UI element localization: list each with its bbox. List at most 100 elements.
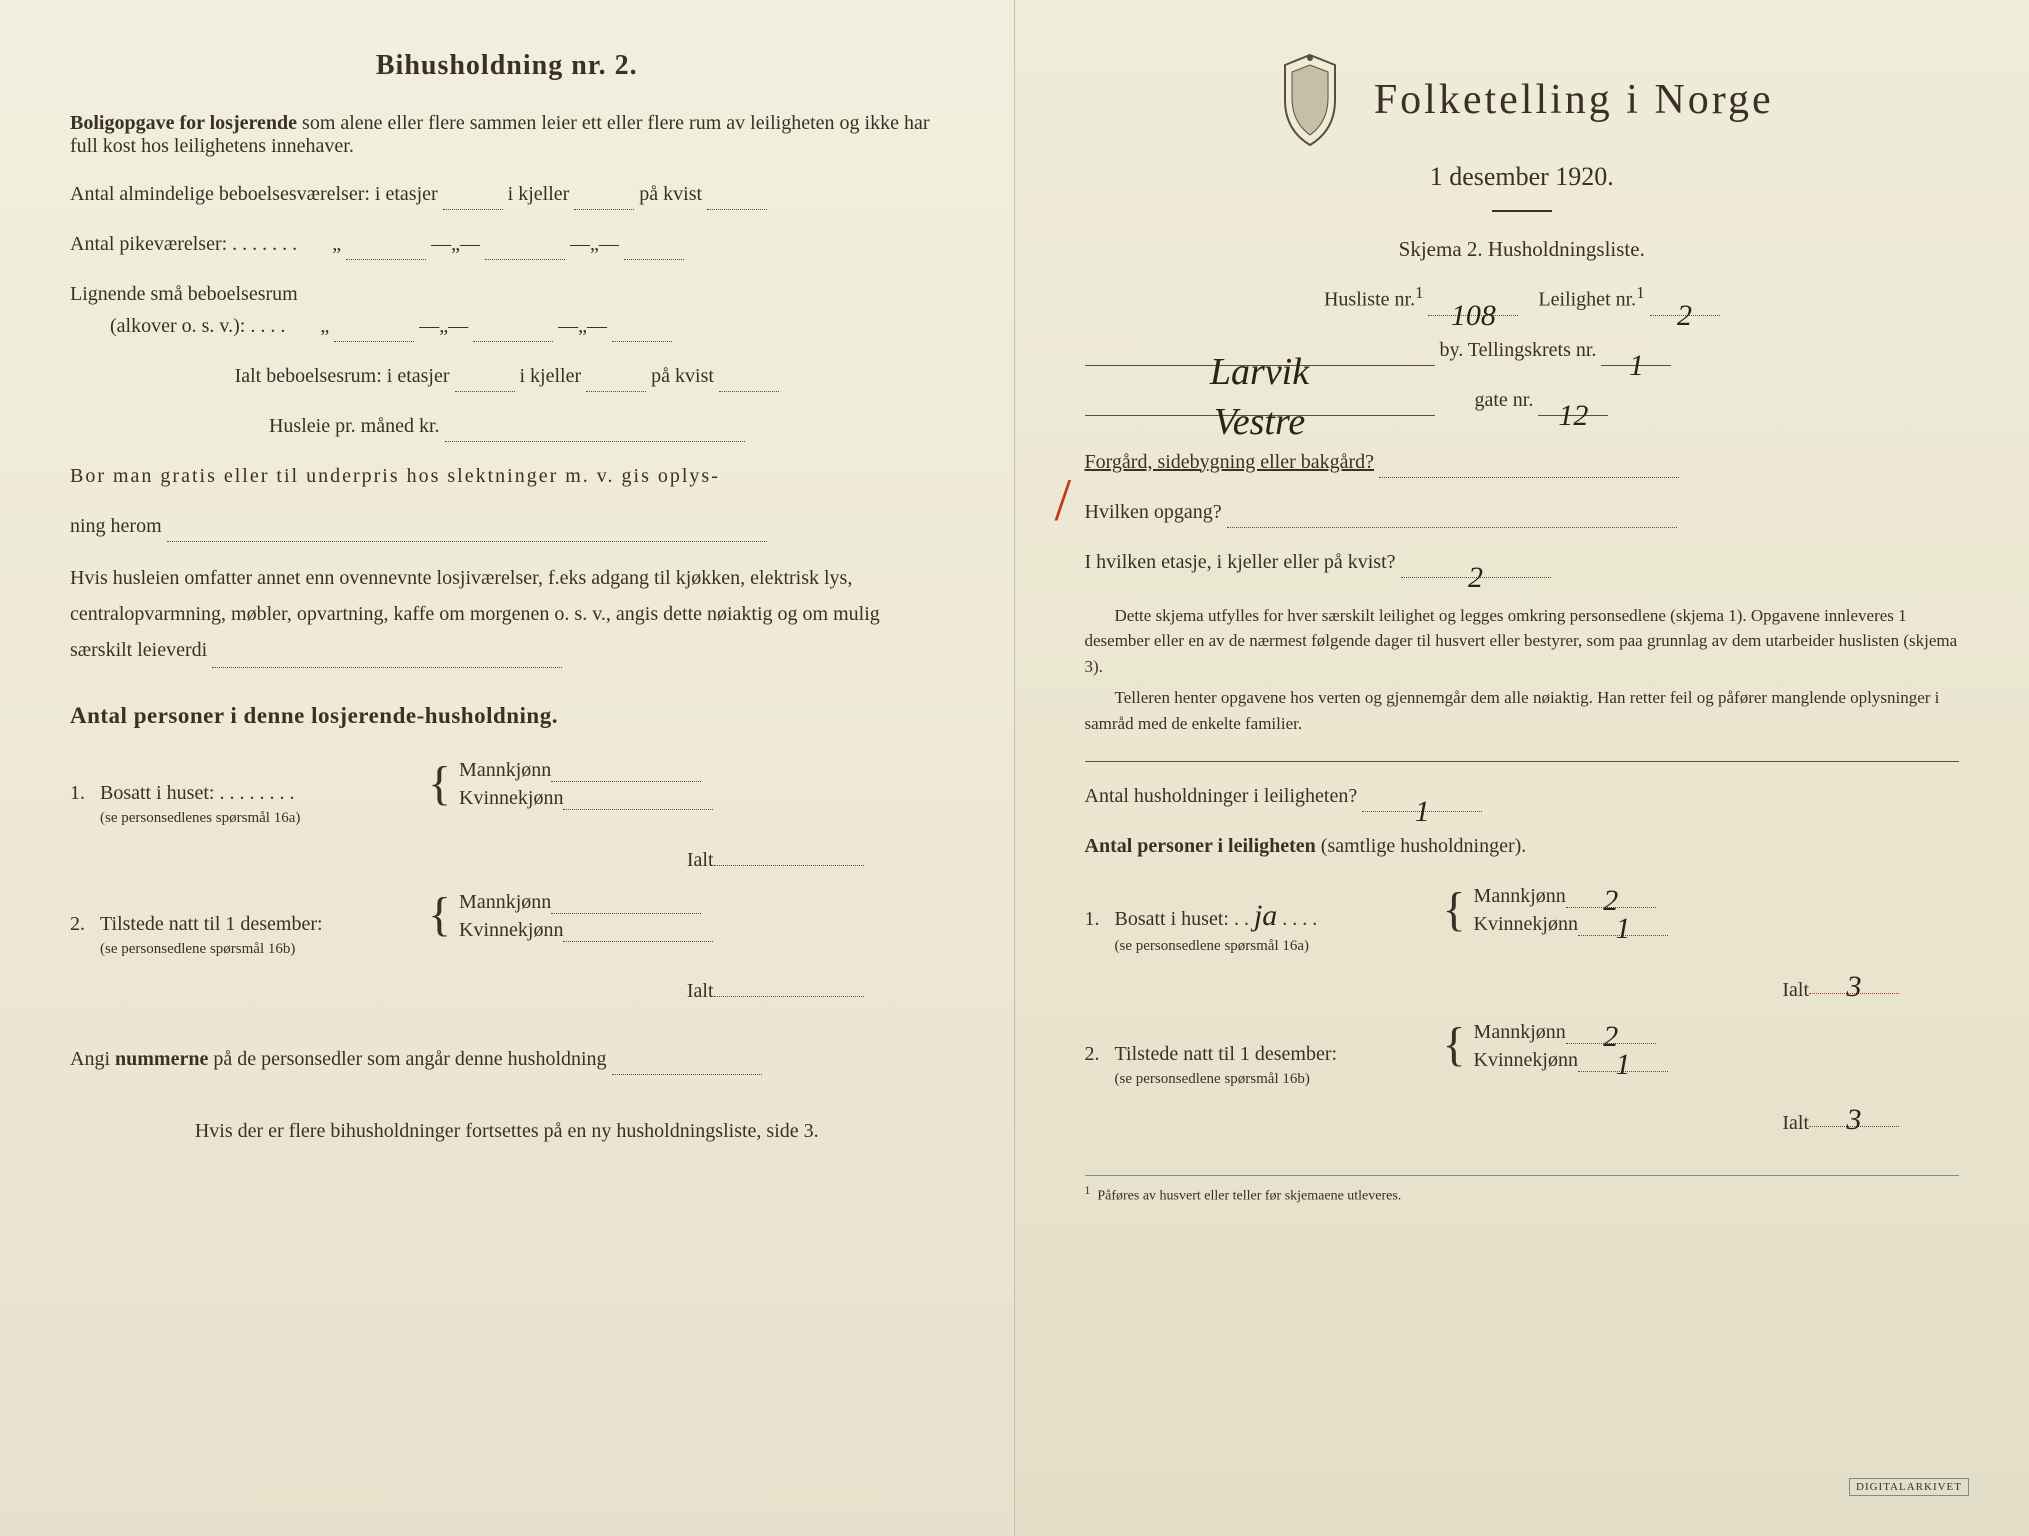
main-title: Folketelling i Norge xyxy=(1374,76,1774,124)
label-kvinne: Kvinnekjønn xyxy=(459,787,563,809)
blank xyxy=(551,890,701,914)
r-label-ialt: Ialt xyxy=(1782,979,1809,1002)
red-mark-icon: / xyxy=(1055,466,1072,535)
forgard-row: Forgård, sidebygning eller bakgård? xyxy=(1085,446,1960,478)
hand-kvinne2: 1 xyxy=(1615,1048,1630,1081)
stamp: DIGITALARKIVET xyxy=(1849,1478,1969,1496)
r-brace-2: { Mannkjønn2 Kvinnekjønn1 xyxy=(1435,1016,1668,1076)
blank xyxy=(719,368,779,392)
antal-hush-row: Antal husholdninger i leiligheten? 1 xyxy=(1085,780,1960,812)
label-ialt: Ialt xyxy=(687,849,714,872)
blank xyxy=(346,236,426,260)
instr2: Telleren henter opgavene hos verten og g… xyxy=(1085,685,1960,736)
bracket-icon: { xyxy=(428,895,451,936)
blank xyxy=(167,518,767,542)
bracket-icon: { xyxy=(428,764,451,805)
footnote-num: 1 xyxy=(1085,1184,1091,1197)
label-lignende2: (alkover o. s. v.): . . . . xyxy=(110,315,285,337)
by-row: Larvik by. Tellingskrets nr. 1 xyxy=(1085,334,1960,366)
label-antal-hush: Antal husholdninger i leiligheten? xyxy=(1085,785,1358,807)
label-etasje: I hvilken etasje, i kjeller eller på kvi… xyxy=(1085,551,1396,573)
blank xyxy=(551,758,701,782)
label-lignende1: Lignende små beboelsesrum xyxy=(70,278,944,310)
footnote-text: Påføres av husvert eller teller før skje… xyxy=(1097,1189,1401,1204)
num-2: 2. xyxy=(70,913,100,936)
sup: 1 xyxy=(1636,283,1644,302)
gate-val: Vestre xyxy=(1085,392,1435,416)
footnote: 1 Påføres av husvert eller teller før sk… xyxy=(1085,1175,1960,1205)
blank xyxy=(485,236,565,260)
bracket-icon: { xyxy=(1443,1025,1466,1066)
label-gratis: Bor man gratis eller til underpris hos s… xyxy=(70,465,720,487)
row-ialt1: Ialt xyxy=(70,842,864,872)
label-by: by. Tellingskrets nr. xyxy=(1440,339,1597,361)
brace-2: { Mannkjønn Kvinnekjønn xyxy=(420,886,713,946)
divider2 xyxy=(1085,761,1960,762)
row-alm: Antal almindelige beboelsesværelser: i e… xyxy=(70,178,944,210)
blank xyxy=(443,186,503,210)
blank xyxy=(455,368,515,392)
row-angi: Angi nummerne på de personsedler som ang… xyxy=(70,1043,944,1075)
label-alm: Antal almindelige beboelsesværelser: i e… xyxy=(70,183,438,205)
hand-gate: Vestre xyxy=(1214,401,1305,443)
label-pike: Antal pikeværelser: . . . . . . . xyxy=(70,233,297,255)
left-page: Bihusholdning nr. 2. Boligopgave for los… xyxy=(0,0,1015,1536)
hand-krets: 1 xyxy=(1629,349,1644,382)
bracket-icon: { xyxy=(1443,890,1466,931)
r-brace-content-2: Mannkjønn2 Kvinnekjønn1 xyxy=(1474,1016,1668,1076)
date-line: 1 desember 1920. xyxy=(1085,162,1960,192)
r-brace-1: { Mannkjønn2 Kvinnekjønn1 xyxy=(1435,880,1668,940)
label-ialt-bebo: Ialt beboelsesrum: i etasjer xyxy=(235,365,450,387)
hand-gatenr: 12 xyxy=(1558,399,1588,432)
r-bosatt-row: 1. Bosatt i huset: . . ja . . . . (se pe… xyxy=(1085,880,1960,956)
label-leilighet: Leilighet nr. xyxy=(1538,289,1636,311)
label-opgang: Hvilken opgang? xyxy=(1085,501,1222,523)
crest-icon xyxy=(1270,50,1350,150)
hand-kvinne1: 1 xyxy=(1615,912,1630,945)
brace-1: { Mannkjønn Kvinnekjønn xyxy=(420,754,713,814)
r-bosatt-sub: (se personsedlene spørsmål 16a) xyxy=(1115,938,1310,954)
r-ialt1-row: Ialt 3 xyxy=(1085,970,1900,1002)
skjema-line: Skjema 2. Husholdningsliste. xyxy=(1085,237,1960,262)
blank xyxy=(612,1051,762,1075)
blank xyxy=(1379,454,1679,478)
ditto-dash: —„— xyxy=(419,315,468,337)
blank xyxy=(563,786,713,810)
r-bosatt-col: Bosatt i huset: . . ja . . . . (se perso… xyxy=(1115,899,1435,956)
left-subtitle: Boligopgave for losjerende som alene ell… xyxy=(70,112,944,158)
tilstede-sub: (se personsedlene spørsmål 16b) xyxy=(100,941,295,957)
bosatt-label-col: Bosatt i huset: . . . . . . . . (se pers… xyxy=(100,782,420,828)
label-kjeller: i kjeller xyxy=(508,183,570,205)
kvinne2-val: 1 xyxy=(1578,1048,1668,1072)
r-label-kvinne2: Kvinnekjønn xyxy=(1474,1049,1578,1071)
label-forgard: Forgård, sidebygning eller bakgård? xyxy=(1085,451,1375,473)
section2-title: Antal personer i denne losjerende-hushol… xyxy=(70,703,944,729)
husliste-row: Husliste nr.1 108 Leilighet nr.1 2 xyxy=(1085,280,1960,316)
row-husleie: Husleie pr. måned kr. xyxy=(70,410,944,442)
label-ning: ning herom xyxy=(70,515,162,537)
ditto: „ xyxy=(332,233,341,255)
r-num-2: 2. xyxy=(1085,1043,1115,1066)
blank xyxy=(212,644,562,668)
antal-hush-val: 1 xyxy=(1362,788,1482,812)
r-tilstede-col: Tilstede natt til 1 desember: (se person… xyxy=(1115,1043,1435,1089)
row-bosatt: 1. Bosatt i huset: . . . . . . . . (se p… xyxy=(70,754,944,828)
ditto-dash: —„— xyxy=(431,233,480,255)
subtitle-bold: Boligopgave for losjerende xyxy=(70,112,297,134)
ditto: „ xyxy=(320,315,329,337)
label-bosatt: Bosatt i huset: . . . . . . . . xyxy=(100,782,294,804)
label-kvinne2: Kvinnekjønn xyxy=(459,919,563,941)
blank xyxy=(445,418,745,442)
left-title: Bihusholdning nr. 2. xyxy=(70,50,944,82)
blank xyxy=(624,236,684,260)
right-header: Folketelling i Norge 1 desember 1920. xyxy=(1085,50,1960,212)
row-hvis-flere: Hvis der er flere bihusholdninger fortse… xyxy=(70,1115,944,1147)
label-ialt2: Ialt xyxy=(687,980,714,1003)
label-mann: Mannkjønn xyxy=(459,759,551,781)
hand-etasje: 2 xyxy=(1468,561,1483,594)
blank xyxy=(1227,504,1677,528)
label-tilstede: Tilstede natt til 1 desember: xyxy=(100,913,323,935)
gate-row: Vestre gate nr. 12 xyxy=(1085,384,1960,416)
r-label-mann2: Mannkjønn xyxy=(1474,1021,1566,1043)
r-bosatt-dots: . . . . xyxy=(1282,908,1317,930)
